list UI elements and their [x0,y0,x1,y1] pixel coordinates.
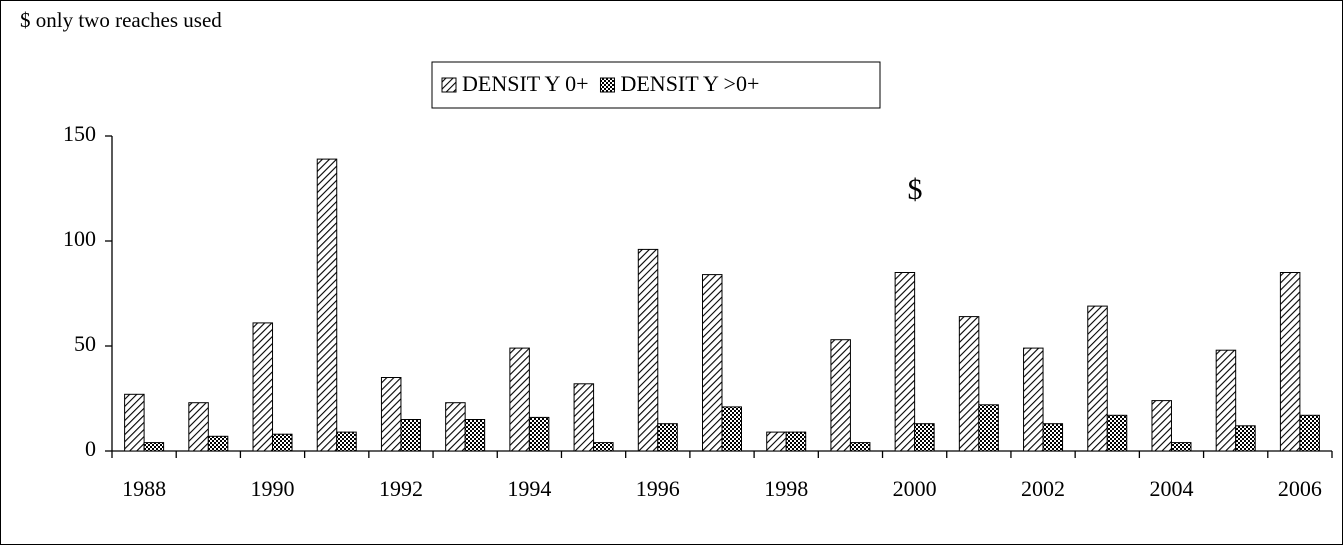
bar [914,423,935,452]
bar [1106,414,1128,452]
bar [252,322,274,452]
bar [573,383,595,452]
bar [1042,423,1064,452]
x-tick-label: 2006 [1278,476,1322,501]
bar [978,404,999,452]
bar [124,393,145,452]
bar [1279,272,1301,452]
legend-label: DENSIT Y >0+ [620,71,759,96]
bar [528,416,550,452]
bar [593,442,614,452]
bar [207,435,229,452]
legend-swatch [441,77,457,93]
x-tick-label: 1994 [507,476,551,501]
bar [766,431,787,452]
bar [657,423,678,452]
bar [336,431,357,452]
y-tick-label: 150 [63,121,96,146]
bar [958,316,980,452]
bar [1170,442,1192,452]
bar [894,272,916,452]
bar [1235,425,1256,452]
bar [464,419,486,452]
bar [316,158,338,452]
bar [1299,414,1320,452]
bar [143,442,165,452]
bar [1151,400,1172,452]
bar [830,339,851,452]
x-tick-label: 2002 [1021,476,1065,501]
bar [509,347,530,452]
bar [849,442,871,452]
bar [1023,347,1044,452]
bar [400,419,421,452]
bar [272,433,293,452]
bar [1087,305,1108,452]
x-tick-label: 2004 [1149,476,1193,501]
y-tick-label: 50 [74,331,96,356]
x-tick-label: 2000 [893,476,937,501]
legend-swatch [599,77,615,93]
legend-box [431,61,881,109]
annotation: $ [908,173,923,206]
legend-label: DENSIT Y 0+ [462,71,588,96]
y-tick-label: 0 [85,436,96,461]
x-tick-label: 1990 [251,476,295,501]
bar [721,406,742,452]
bar [188,402,209,452]
bar [1215,349,1237,452]
bar [380,377,402,452]
x-tick-label: 1996 [636,476,680,501]
bar [637,248,659,452]
bar [445,402,466,452]
bar [785,431,807,452]
bar [702,274,723,452]
y-tick-label: 100 [63,226,96,251]
x-tick-label: 1998 [764,476,808,501]
subtitle: $ only two reaches used [20,8,222,32]
x-tick-label: 1988 [122,476,166,501]
x-tick-label: 1992 [379,476,423,501]
